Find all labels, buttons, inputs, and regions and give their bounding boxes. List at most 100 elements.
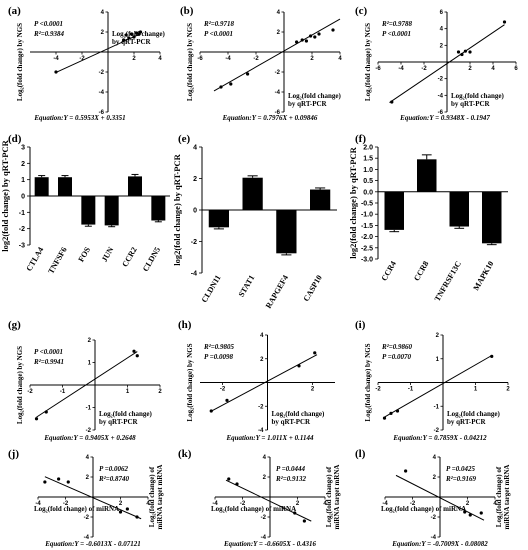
category-label: FOS xyxy=(76,245,92,263)
data-point xyxy=(331,28,335,32)
equation: Equation:Y = 0.7976X + 0.09846 xyxy=(222,114,318,122)
stat-text: R²=0.9805 xyxy=(203,343,235,351)
panel-label: (e) xyxy=(178,133,191,145)
data-point xyxy=(127,36,131,40)
y-axis-label: log2(fold change) by qRT-PCR xyxy=(172,153,182,265)
data-point xyxy=(132,349,136,353)
data-point xyxy=(468,513,472,517)
panel-l: (l) -4 -2 2 4 -4 -2 2 4 P =0.0425 R²=0.9169 Log₂(fo… xyxy=(355,448,511,548)
data-point xyxy=(295,40,299,44)
x-tick-label: 2 xyxy=(158,389,162,395)
y-tick-label: -2 xyxy=(438,77,444,83)
stat-text: R²=0.8740 xyxy=(98,475,130,483)
y-axis-label: Log₂(fold change) by NGS xyxy=(364,343,372,421)
y-tick-label: 4 xyxy=(101,10,105,16)
data-point xyxy=(246,72,250,76)
regression-line xyxy=(44,476,142,520)
data-point xyxy=(135,354,139,358)
stat-text: R²=0.9718 xyxy=(203,20,235,28)
category-label: CCR2 xyxy=(120,246,138,269)
x-axis-label: by qRT-PCR xyxy=(112,38,152,46)
x-tick-label: 2 xyxy=(468,66,472,72)
data-point xyxy=(463,510,467,514)
data-point xyxy=(309,34,313,38)
y-tick-label: -2 xyxy=(434,428,440,434)
y-tick-label: -4 xyxy=(275,90,281,96)
y-tick-label: -2 xyxy=(431,515,437,521)
bar xyxy=(81,196,96,225)
x-tick-label: 1 xyxy=(474,387,478,393)
data-point xyxy=(118,510,123,514)
data-point xyxy=(304,39,308,43)
data-point xyxy=(235,482,239,486)
stat-text: P <0.0001 xyxy=(34,348,63,356)
y-axis-label: Log₂(fold change) of xyxy=(495,466,503,527)
y-axis-label: log2(fold change) by qRT-PCR xyxy=(348,146,358,258)
x-tick-label: -4 xyxy=(212,501,218,507)
y-tick-label: 2 xyxy=(193,176,197,183)
bar xyxy=(242,177,263,210)
y-tick-label: -2 xyxy=(258,404,264,410)
panel-label: (j) xyxy=(8,448,19,460)
data-point xyxy=(135,515,139,519)
bar xyxy=(417,159,437,192)
x-tick-label: -4 xyxy=(382,501,388,507)
equation: Equation:Y = -0.6013X - 0.07121 xyxy=(44,540,141,548)
regression-line xyxy=(225,479,312,522)
bar xyxy=(104,196,119,226)
x-tick-label: 4 xyxy=(493,501,497,507)
regression-line xyxy=(55,33,141,73)
y-tick-label: -0.5 xyxy=(361,201,373,208)
y-tick-label: -3 xyxy=(19,243,25,250)
y-tick-label: -4 xyxy=(99,90,105,96)
x-tick-label: -4 xyxy=(35,501,41,507)
y-tick-label: -4 xyxy=(258,428,264,434)
y-tick-label: 1.0 xyxy=(363,167,373,174)
stat-text: P <0.0001 xyxy=(382,30,411,38)
data-point xyxy=(227,477,231,481)
category-label: STAT1 xyxy=(237,274,257,299)
panel-g: (g) -2 -1 1 2 -2 -1 1 2 P <0.0001 R²=0.9941 Log₂(fo… xyxy=(8,319,162,442)
x-tick-label: -6 xyxy=(375,66,381,72)
x-axis-label: Log₂(fold change) xyxy=(99,410,153,418)
data-point xyxy=(468,50,472,54)
y-tick-label: 2 xyxy=(277,30,281,36)
data-point xyxy=(297,364,301,368)
y-tick-label: 4 xyxy=(433,455,437,461)
panel-label: (l) xyxy=(355,448,366,460)
y-tick-label: 6 xyxy=(440,10,444,16)
y-tick-label: -2.5 xyxy=(361,245,373,252)
category-label: CTLA4 xyxy=(24,246,45,273)
y-axis-label: miRNA target mRNA xyxy=(156,465,164,530)
data-point xyxy=(66,480,70,484)
equation: Equation:Y = 0.9405X + 0.2648 xyxy=(43,434,136,442)
stat-text: P =0.0098 xyxy=(204,353,234,361)
panel-label: (g) xyxy=(8,319,21,331)
x-tick-label: 4 xyxy=(491,66,495,72)
y-tick-label: -2 xyxy=(275,70,281,76)
y-tick-label: 1 xyxy=(21,177,25,184)
x-axis-label: Log₂(fold change) of miRNA xyxy=(34,505,119,513)
equation: Equation:Y = 0.5953X + 0.3351 xyxy=(33,114,125,122)
y-tick-label: -1 xyxy=(86,406,92,412)
data-point xyxy=(302,519,306,523)
x-tick-label: 2 xyxy=(311,387,315,393)
data-point xyxy=(313,351,317,355)
panel-label: (i) xyxy=(355,319,366,331)
stat-text: R²=0.9384 xyxy=(33,30,65,38)
y-tick-label: -2 xyxy=(191,239,197,246)
data-point xyxy=(479,511,483,515)
data-point xyxy=(313,35,317,39)
data-point xyxy=(125,507,129,511)
x-axis-label: by qRT-PCR xyxy=(447,418,487,426)
y-tick-label: -6 xyxy=(99,110,105,116)
category-label: CCR4 xyxy=(380,260,398,283)
y-tick-label: -2 xyxy=(86,428,92,434)
data-point xyxy=(44,410,48,414)
data-point xyxy=(404,469,408,473)
x-axis-label: Log₂(fold change) xyxy=(272,410,326,418)
x-tick-label: -2 xyxy=(421,66,427,72)
data-point xyxy=(43,480,47,484)
regression-line xyxy=(36,351,138,418)
category-label: MAPK10 xyxy=(471,260,495,293)
